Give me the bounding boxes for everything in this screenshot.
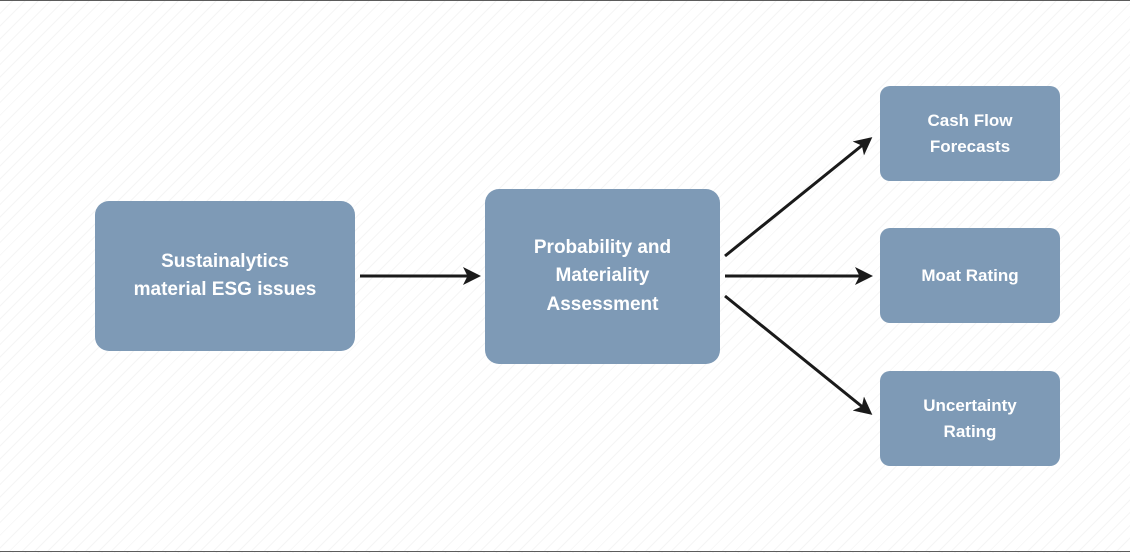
node-moat: Moat Rating xyxy=(880,228,1060,323)
node-label-sustainalytics: Sustainalyticsmaterial ESG issues xyxy=(134,248,317,305)
edge-probability-to-uncertainty xyxy=(725,296,870,413)
node-label-cashflow: Cash FlowForecasts xyxy=(927,108,1012,159)
node-sustainalytics: Sustainalyticsmaterial ESG issues xyxy=(95,201,355,351)
node-label-uncertainty: UncertaintyRating xyxy=(923,393,1017,444)
node-label-moat: Moat Rating xyxy=(921,263,1018,289)
node-cashflow: Cash FlowForecasts xyxy=(880,86,1060,181)
node-uncertainty: UncertaintyRating xyxy=(880,371,1060,466)
node-probability: Probability andMaterialityAssessment xyxy=(485,189,720,364)
node-label-probability: Probability andMaterialityAssessment xyxy=(534,234,671,320)
edge-probability-to-cashflow xyxy=(725,139,870,256)
